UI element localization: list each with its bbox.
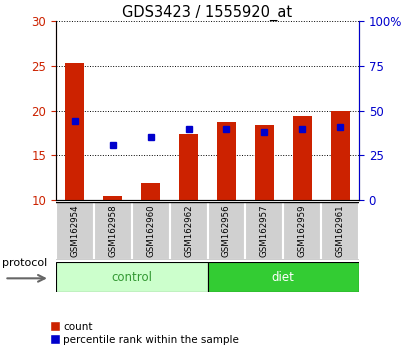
Bar: [103, 195, 122, 200]
Text: protocol: protocol: [2, 258, 47, 268]
Bar: [56, 262, 208, 292]
Text: GSM162957: GSM162957: [260, 205, 269, 257]
Text: GSM162958: GSM162958: [108, 205, 117, 257]
Bar: [132, 202, 170, 260]
Bar: [245, 202, 283, 260]
Text: GSM162960: GSM162960: [146, 205, 155, 257]
Text: GSM162959: GSM162959: [298, 205, 307, 257]
Bar: [208, 262, 359, 292]
Bar: [66, 63, 84, 200]
Bar: [321, 202, 359, 260]
Bar: [179, 134, 198, 200]
Text: GSM162954: GSM162954: [71, 205, 79, 257]
Title: GDS3423 / 1555920_at: GDS3423 / 1555920_at: [122, 5, 293, 21]
Bar: [293, 116, 312, 200]
Bar: [141, 183, 160, 200]
Text: GSM162961: GSM162961: [336, 205, 344, 257]
Legend: count, percentile rank within the sample: count, percentile rank within the sample: [47, 317, 244, 349]
Bar: [217, 122, 236, 200]
Bar: [331, 110, 349, 200]
Text: control: control: [111, 270, 152, 284]
Bar: [255, 125, 274, 200]
Text: GSM162962: GSM162962: [184, 205, 193, 257]
Bar: [283, 202, 321, 260]
Bar: [208, 202, 245, 260]
Text: GSM162956: GSM162956: [222, 205, 231, 257]
Text: diet: diet: [272, 270, 295, 284]
Bar: [56, 202, 94, 260]
Bar: [94, 202, 132, 260]
Bar: [170, 202, 208, 260]
